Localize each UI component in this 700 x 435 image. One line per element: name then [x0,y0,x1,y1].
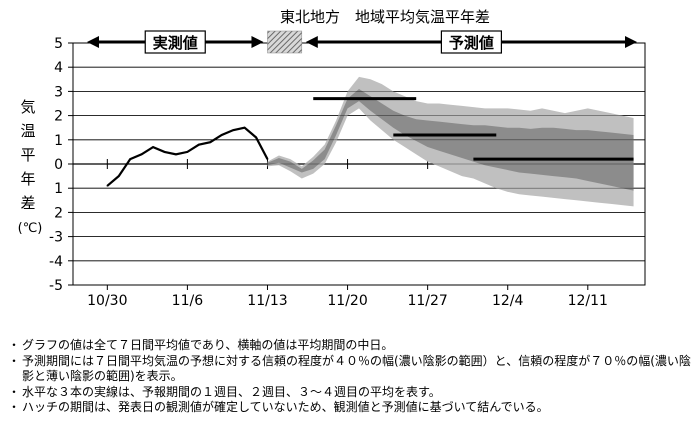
x-tick-label: 10/30 [87,293,127,309]
y-tick-label: 4 [54,60,63,76]
chart-title: 東北地方 地域平均気温平年差 [280,8,490,26]
note-item: ・ ハッチの期間は、発表日の観測値が確定していないため、観測値と予測値に基づいて… [8,400,696,416]
observed-point [243,126,246,129]
forecast-period-arrowhead-right [625,36,637,48]
forecast-period-arrowhead-left [305,36,318,48]
hatch-period-box [267,30,303,54]
y-axis-label: 年 [20,170,35,188]
y-tick-label: -4 [49,254,63,270]
observed-point [117,175,120,177]
note-text: 水平な３本の実線は、予報期間の１週目、２週目、３～４週目の平均を表す。 [22,384,441,399]
note-item: ・ 水平な３本の実線は、予報期間の１週目、２週目、３～４週目の平均を表す。 [8,385,696,401]
note-bullet: ・ [8,384,21,399]
observed-point [175,153,177,156]
forecast-period-label-box [440,30,502,54]
note-text: グラフの値は全て７日間平均値であり、横軸の値は平均期間の中日。 [22,338,394,352]
observed-point [163,151,166,153]
note-bullet: ・ [8,400,21,414]
observed-period-arrowhead-right [251,36,264,48]
y-axis-label: 平 [20,146,35,164]
observed-point [220,134,223,136]
y-axis-label: 差 [20,194,35,212]
observed-point [255,136,257,139]
observed-point [232,129,234,131]
y-tick-label: 2 [54,109,63,125]
observed-point [186,151,189,153]
observed-period-label-box [144,30,206,54]
observed-point [209,141,212,144]
note-text: 予測期間には７日間平均気温の予想に対する信頼の程度が４０％の幅(濃い陰影の範囲）… [22,353,691,384]
x-tick-label: 11/6 [172,293,204,309]
notes-list: ・ グラフの値は全て７日間平均値であり、横軸の値は平均期間の中日。 ・ 予測期間… [8,338,696,416]
y-axis-label: 気 [20,98,35,116]
y-tick-label: 1 [54,133,63,149]
y-tick-label: 3 [54,84,63,100]
y-tick-label: -5 [49,278,63,294]
y-tick-label: -3 [49,230,63,246]
observed-point [266,158,269,160]
note-item: ・ 予測期間には７日間平均気温の予想に対する信頼の程度が４０％の幅(濃い陰影の範… [8,354,696,385]
plot-area: 5 4 3 2 1 0 1 2 -3 -4 -5 10/30 11/6 11/13 11/20 11/27 12… [18,30,646,309]
x-tick-label: 12/4 [492,293,524,309]
observed-period-arrowhead-left [87,36,99,48]
observed-point [152,146,154,148]
y-axis-label: 温 [20,122,35,140]
x-tick-label: 11/13 [247,293,287,309]
note-text: ハッチの期間は、発表日の観測値が確定していないため、観測値と予測値に基づいて結ん… [22,400,549,414]
observed-point [129,158,131,160]
observed-point [140,153,143,156]
y-tick-label: 2 [54,205,63,221]
y-tick-label: 1 [54,181,63,197]
y-axis-label: (℃) [18,221,43,236]
x-tick-label: 12/11 [568,293,608,309]
observed-period-label: 実測値 [153,34,198,52]
note-bullet: ・ [8,338,21,352]
observed-point [198,143,200,146]
x-tick-label: 11/20 [327,293,367,309]
forecast-period-label: 予測値 [449,34,494,52]
y-tick-label: 0 [54,157,63,173]
y-tick-label: 5 [54,36,63,52]
note-bullet: ・ [8,353,21,368]
x-tick-label: 11/27 [407,293,447,309]
observed-point [106,184,109,187]
note-item: ・ グラフの値は全て７日間平均値であり、横軸の値は平均期間の中日。 [8,338,696,354]
temperature-anomaly-chart: 東北地方 地域平均気温平年差 5 4 3 2 1 0 1 2 -3 -4 -5 10/30 11/6 11… [18,8,646,309]
